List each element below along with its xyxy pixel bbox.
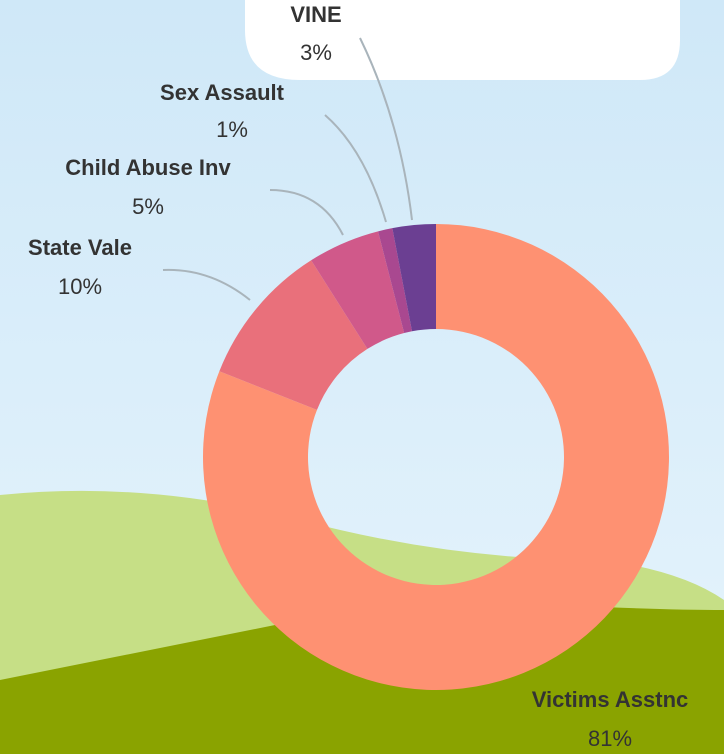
chart: Victims Asstnc 81% State Vale 10% Child Abus… bbox=[0, 0, 724, 754]
slice-value-label: 1% bbox=[216, 117, 248, 142]
slice-name: State Vale bbox=[28, 235, 132, 260]
slice-value-label: 5% bbox=[132, 194, 164, 219]
slice-value-label: 81% bbox=[588, 726, 632, 751]
slice-name: Sex Assault bbox=[160, 80, 285, 105]
slice-value-label: 3% bbox=[300, 40, 332, 65]
slice-name: VINE bbox=[290, 2, 341, 27]
slice-name: Child Abuse Inv bbox=[65, 155, 231, 180]
slice-value-label: 10% bbox=[58, 274, 102, 299]
slice-name: Victims Asstnc bbox=[532, 687, 689, 712]
